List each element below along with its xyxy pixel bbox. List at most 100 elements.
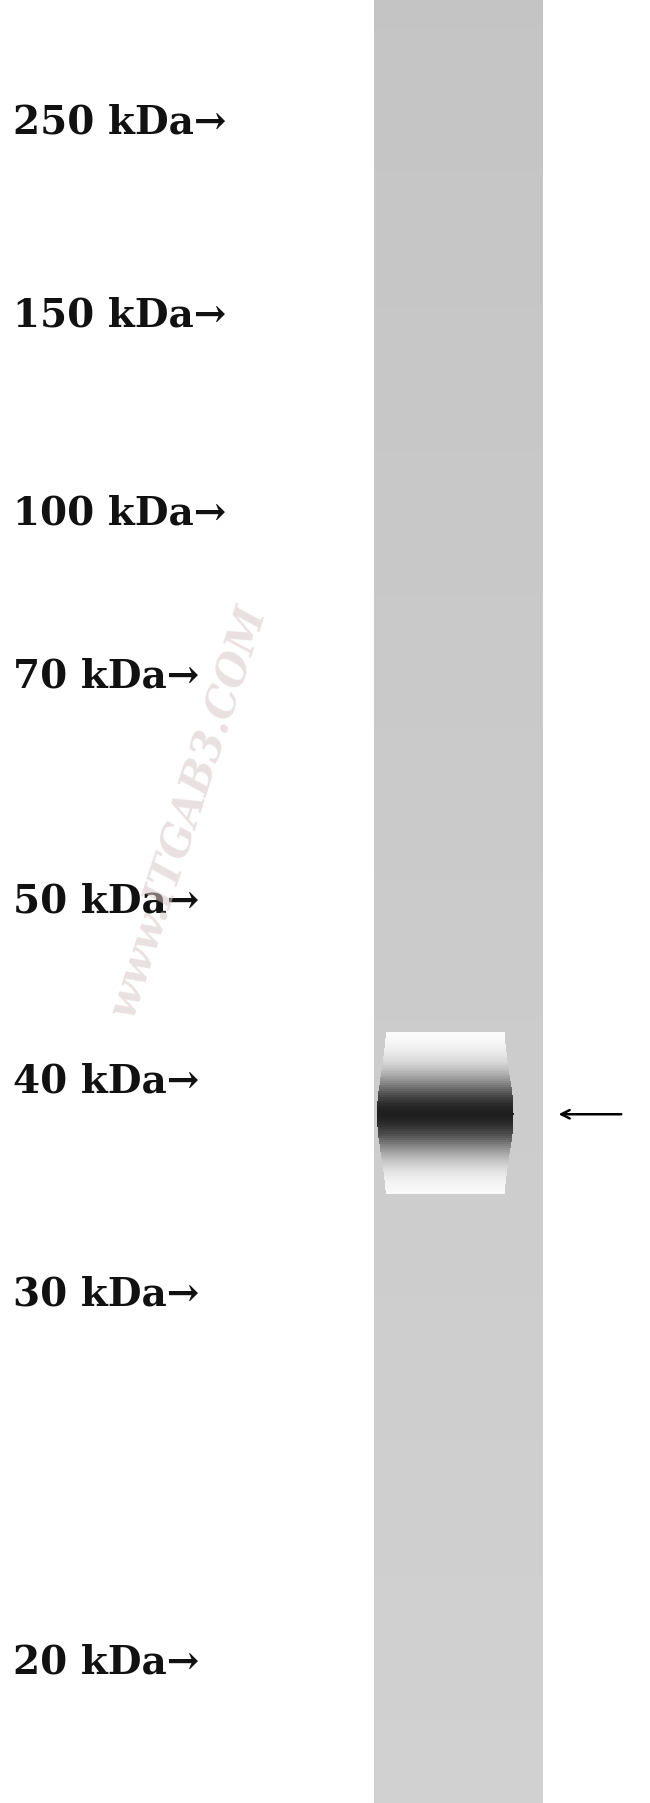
Bar bbox=[377, 1105, 514, 1107]
Bar bbox=[374, 766, 543, 775]
Bar bbox=[374, 45, 543, 54]
Bar bbox=[385, 1186, 505, 1188]
Bar bbox=[385, 1039, 505, 1040]
Bar bbox=[374, 126, 543, 135]
Bar bbox=[374, 1028, 543, 1037]
Bar bbox=[385, 1035, 505, 1037]
Bar bbox=[374, 180, 543, 189]
Bar bbox=[374, 1767, 543, 1776]
Bar bbox=[374, 856, 543, 865]
Bar bbox=[374, 117, 543, 126]
Bar bbox=[381, 1152, 510, 1154]
Bar bbox=[374, 460, 543, 469]
Bar bbox=[374, 938, 543, 947]
Bar bbox=[378, 1127, 513, 1129]
Bar bbox=[377, 1123, 514, 1125]
Bar bbox=[374, 478, 543, 487]
Bar bbox=[374, 748, 543, 757]
Bar bbox=[378, 1100, 513, 1102]
Bar bbox=[374, 1046, 543, 1055]
Bar bbox=[374, 721, 543, 730]
Bar bbox=[374, 947, 543, 956]
Bar bbox=[374, 1136, 543, 1145]
Bar bbox=[374, 1596, 543, 1605]
Bar bbox=[374, 1650, 543, 1659]
Bar bbox=[374, 1722, 543, 1731]
Bar bbox=[374, 1388, 543, 1397]
Bar bbox=[377, 1112, 514, 1116]
Bar bbox=[374, 469, 543, 478]
Bar bbox=[384, 1053, 506, 1055]
Bar bbox=[382, 1071, 509, 1073]
Bar bbox=[378, 1096, 513, 1100]
Bar bbox=[374, 838, 543, 847]
Bar bbox=[374, 1055, 543, 1064]
Bar bbox=[374, 550, 543, 559]
Bar bbox=[374, 1109, 543, 1118]
Bar bbox=[374, 685, 543, 694]
Bar bbox=[374, 1794, 543, 1803]
Bar bbox=[381, 1073, 510, 1075]
Bar bbox=[384, 1057, 507, 1058]
Bar bbox=[374, 883, 543, 892]
Bar bbox=[374, 1524, 543, 1533]
Bar bbox=[380, 1078, 510, 1080]
Bar bbox=[374, 1587, 543, 1596]
Bar bbox=[374, 307, 543, 316]
Bar bbox=[384, 1051, 506, 1053]
Bar bbox=[374, 514, 543, 523]
Bar bbox=[374, 352, 543, 361]
Bar bbox=[374, 1208, 543, 1217]
Bar bbox=[374, 1668, 543, 1677]
Bar bbox=[374, 658, 543, 667]
Bar bbox=[382, 1159, 508, 1161]
Bar bbox=[382, 1158, 509, 1159]
Text: 250 kDa→: 250 kDa→ bbox=[13, 103, 226, 142]
Bar bbox=[374, 1343, 543, 1352]
Bar bbox=[374, 1280, 543, 1289]
Bar bbox=[374, 108, 543, 117]
Bar bbox=[374, 757, 543, 766]
Bar bbox=[378, 1094, 512, 1096]
Bar bbox=[379, 1138, 512, 1139]
Bar bbox=[374, 144, 543, 153]
Bar bbox=[374, 1073, 543, 1082]
Bar bbox=[374, 1740, 543, 1749]
Bar bbox=[374, 63, 543, 72]
Bar bbox=[385, 1046, 506, 1048]
Bar bbox=[377, 1111, 514, 1112]
Bar bbox=[379, 1141, 512, 1143]
Bar bbox=[374, 9, 543, 18]
Bar bbox=[374, 1010, 543, 1019]
Bar bbox=[378, 1125, 513, 1127]
Bar bbox=[374, 1659, 543, 1668]
Bar bbox=[374, 1325, 543, 1334]
Bar bbox=[374, 1181, 543, 1190]
Bar bbox=[374, 730, 543, 739]
Bar bbox=[374, 1560, 543, 1569]
Bar bbox=[382, 1067, 508, 1069]
Bar bbox=[374, 1118, 543, 1127]
Bar bbox=[374, 874, 543, 883]
Bar bbox=[374, 99, 543, 108]
Bar bbox=[377, 1116, 514, 1118]
Bar bbox=[374, 72, 543, 81]
Bar bbox=[381, 1154, 510, 1156]
Bar bbox=[374, 1569, 543, 1578]
Bar bbox=[374, 1406, 543, 1415]
Bar bbox=[374, 1190, 543, 1199]
Bar bbox=[378, 1129, 513, 1132]
Bar bbox=[374, 1253, 543, 1262]
Bar bbox=[374, 1478, 543, 1487]
Bar bbox=[374, 1001, 543, 1010]
Bar bbox=[374, 1605, 543, 1614]
Bar bbox=[374, 1037, 543, 1046]
Bar bbox=[385, 1042, 506, 1044]
Bar bbox=[374, 36, 543, 45]
Bar bbox=[374, 793, 543, 802]
Bar bbox=[385, 1037, 505, 1039]
Bar bbox=[374, 586, 543, 595]
Bar bbox=[374, 1199, 543, 1208]
Bar bbox=[383, 1062, 508, 1064]
Bar bbox=[374, 1370, 543, 1379]
